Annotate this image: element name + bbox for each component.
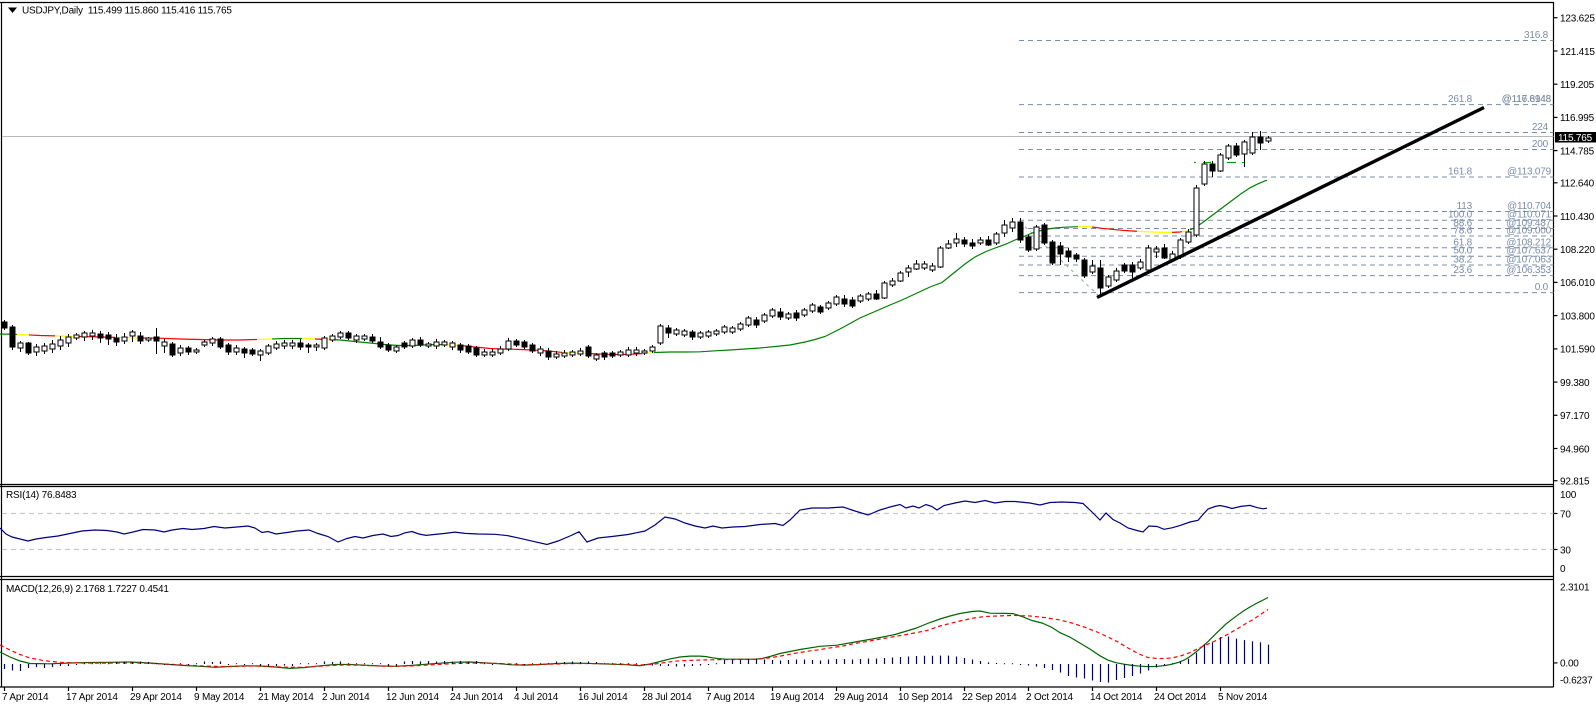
svg-text:14 Oct 2014: 14 Oct 2014	[1090, 692, 1143, 703]
svg-text:50.0: 50.0	[1453, 246, 1472, 257]
svg-text:121.415: 121.415	[1560, 47, 1595, 58]
svg-text:113: 113	[1457, 201, 1473, 212]
svg-text:@107.637: @107.637	[1506, 246, 1551, 257]
svg-text:@116.8148: @116.8148	[1502, 94, 1552, 105]
svg-text:0.0: 0.0	[1535, 282, 1549, 293]
svg-text:@109.487: @109.487	[1506, 218, 1551, 229]
svg-text:24 Oct 2014: 24 Oct 2014	[1154, 692, 1207, 703]
svg-text:5 Nov 2014: 5 Nov 2014	[1218, 692, 1268, 703]
svg-text:115.765: 115.765	[1558, 133, 1593, 144]
svg-text:224: 224	[1532, 122, 1549, 133]
svg-text:17 Apr 2014: 17 Apr 2014	[66, 692, 118, 703]
svg-text:9 May 2014: 9 May 2014	[194, 692, 245, 703]
svg-text:7 Apr 2014: 7 Apr 2014	[2, 692, 49, 703]
svg-text:29 Aug 2014: 29 Aug 2014	[834, 692, 889, 703]
svg-text:38.2: 38.2	[1453, 255, 1472, 266]
svg-text:30: 30	[1560, 546, 1571, 557]
svg-text:116.995: 116.995	[1560, 113, 1595, 124]
svg-text:19 Aug 2014: 19 Aug 2014	[770, 692, 825, 703]
svg-text:@107.063: @107.063	[1506, 255, 1551, 266]
svg-text:78.6: 78.6	[1453, 226, 1472, 237]
svg-text:@109.000: @109.000	[1506, 226, 1551, 237]
svg-text:103.800: 103.800	[1560, 311, 1595, 322]
svg-text:316.8: 316.8	[1524, 30, 1549, 41]
svg-text:@108.212: @108.212	[1506, 237, 1551, 248]
svg-text:MACD(12,26,9) 2.1768 1.7227 0.: MACD(12,26,9) 2.1768 1.7227 0.4541	[6, 584, 169, 595]
svg-text:112.640: 112.640	[1560, 179, 1595, 190]
svg-text:@110.071: @110.071	[1507, 210, 1552, 221]
svg-text:28 Jul 2014: 28 Jul 2014	[642, 692, 692, 703]
svg-text:-0.6237: -0.6237	[1560, 676, 1593, 687]
svg-text:99.380: 99.380	[1560, 378, 1590, 389]
svg-text:200: 200	[1532, 139, 1549, 150]
svg-text:100.0: 100.0	[1448, 210, 1473, 221]
svg-text:119.205: 119.205	[1560, 80, 1595, 91]
svg-text:106.010: 106.010	[1560, 278, 1595, 289]
svg-text:23.6: 23.6	[1453, 265, 1472, 276]
svg-text:114.785: 114.785	[1560, 146, 1595, 157]
svg-text:USDJPY,Daily 115.499 115.860: USDJPY,Daily 115.499 115.860 115.416 115…	[22, 6, 232, 17]
svg-text:@110.704: @110.704	[1507, 201, 1552, 212]
svg-text:123.625: 123.625	[1560, 14, 1595, 25]
svg-text:RSI(14) 76.8483: RSI(14) 76.8483	[6, 490, 77, 501]
svg-text:12 Jun 2014: 12 Jun 2014	[386, 692, 439, 703]
svg-text:22 Sep 2014: 22 Sep 2014	[962, 692, 1017, 703]
svg-text:261.8: 261.8	[1448, 94, 1473, 105]
svg-text:@113.079: @113.079	[1507, 167, 1552, 178]
svg-text:16 Jul 2014: 16 Jul 2014	[578, 692, 628, 703]
svg-text:0: 0	[1560, 564, 1566, 575]
svg-text:0.00: 0.00	[1560, 659, 1579, 670]
svg-text:108.220: 108.220	[1560, 245, 1595, 256]
svg-text:110.430: 110.430	[1560, 212, 1595, 223]
svg-text:2.3101: 2.3101	[1560, 583, 1590, 594]
svg-text:70: 70	[1560, 510, 1571, 521]
svg-text:101.590: 101.590	[1560, 345, 1595, 356]
svg-text:10 Sep 2014: 10 Sep 2014	[898, 692, 953, 703]
svg-text:61.8: 61.8	[1453, 237, 1472, 248]
svg-text:@106.353: @106.353	[1506, 265, 1551, 276]
svg-text:97.170: 97.170	[1560, 411, 1590, 422]
svg-text:88.6: 88.6	[1453, 218, 1472, 229]
svg-text:@117.6948: @117.6948	[1502, 94, 1552, 105]
svg-text:21 May 2014: 21 May 2014	[258, 692, 314, 703]
svg-text:29 Apr 2014: 29 Apr 2014	[130, 692, 182, 703]
svg-text:2 Oct 2014: 2 Oct 2014	[1026, 692, 1074, 703]
svg-text:24 Jun 2014: 24 Jun 2014	[450, 692, 503, 703]
svg-text:92.815: 92.815	[1560, 477, 1590, 488]
svg-text:7 Aug 2014: 7 Aug 2014	[706, 692, 755, 703]
svg-text:100: 100	[1560, 490, 1577, 501]
svg-text:2 Jun 2014: 2 Jun 2014	[322, 692, 370, 703]
svg-text:94.960: 94.960	[1560, 444, 1590, 455]
svg-text:4 Jul 2014: 4 Jul 2014	[514, 692, 559, 703]
svg-text:161.8: 161.8	[1448, 167, 1473, 178]
